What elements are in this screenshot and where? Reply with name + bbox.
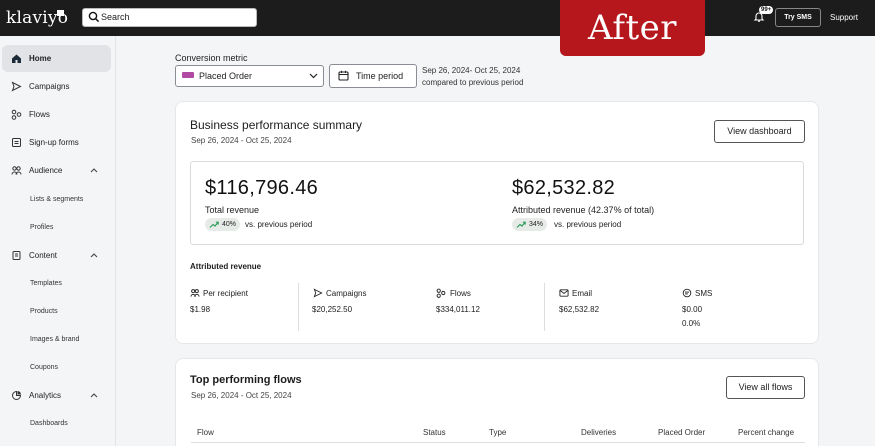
summary-title: Business performance summary: [190, 118, 363, 132]
total-revenue-change-badge: 40%: [205, 218, 241, 231]
people-icon: [190, 289, 200, 297]
send-icon: [11, 81, 22, 92]
per-recipient-value: $1.98: [190, 305, 211, 314]
email-value: $62,532.82: [559, 305, 600, 314]
conversion-metric-select[interactable]: [175, 65, 324, 87]
total-revenue-label: Total revenue: [205, 205, 260, 215]
content-icon: [12, 251, 21, 260]
total-revenue-vs: vs. previous period: [245, 220, 313, 229]
chevron-down-icon: [309, 73, 318, 79]
calendar-icon: [338, 70, 349, 81]
column-header-placed-order[interactable]: Placed Order: [658, 428, 706, 437]
flows-icon: [436, 288, 446, 298]
column-divider: [298, 283, 299, 331]
analytics-icon: [12, 390, 22, 400]
sidebar-item-label: Analytics: [29, 391, 62, 400]
email-label: Email: [572, 289, 593, 298]
summary-date: Sep 26, 2024 - Oct 25, 2024: [191, 136, 292, 145]
attributed-vs: vs. previous period: [554, 220, 622, 229]
campaigns-value: $20,252.50: [312, 305, 353, 314]
sms-icon: [682, 288, 692, 298]
form-icon: [12, 138, 21, 147]
campaigns-label: Campaigns: [326, 289, 367, 298]
sidebar-sub-profiles[interactable]: Profiles: [30, 224, 54, 231]
column-header-flow[interactable]: Flow: [197, 428, 214, 437]
metric-tag-icon: [182, 72, 194, 78]
metric-selected-value: Placed Order: [199, 71, 253, 81]
after-banner: After: [560, 0, 705, 56]
attributed-revenue-value: $62,532.82: [512, 177, 616, 199]
total-revenue-change: 40%: [222, 221, 237, 228]
sidebar-item-content[interactable]: Content: [2, 242, 111, 269]
column-header-percent-change[interactable]: Percent change: [738, 428, 795, 437]
sidebar-sub-dashboards[interactable]: Dashboards: [30, 420, 68, 427]
logo-flag-icon: [57, 10, 64, 16]
time-period-button[interactable]: [329, 64, 417, 88]
table-header-divider: [191, 442, 805, 443]
sidebar-item-home[interactable]: Home: [2, 45, 111, 72]
business-performance-card: [175, 101, 819, 344]
sidebar-item-label: Home: [29, 54, 52, 63]
sidebar-sub-templates[interactable]: Templates: [30, 280, 62, 287]
attributed-change: 34%: [529, 221, 544, 228]
sidebar-item-signup-forms[interactable]: Sign-up forms: [2, 129, 111, 156]
revenue-stats-box: [190, 161, 804, 245]
flows-date: Sep 26, 2024 - Oct 25, 2024: [191, 391, 292, 400]
trend-up-icon: [209, 221, 219, 228]
sidebar-item-campaigns[interactable]: Campaigns: [2, 73, 111, 100]
home-icon: [12, 54, 21, 63]
view-dashboard-button[interactable]: View dashboard: [714, 120, 805, 143]
total-revenue-value: $116,796.46: [205, 177, 319, 199]
column-header-deliveries[interactable]: Deliveries: [581, 428, 617, 437]
klaviyo-logo[interactable]: klaviyo: [6, 8, 69, 28]
support-link[interactable]: Support: [830, 13, 859, 22]
chevron-up-icon: [90, 168, 98, 173]
attributed-change-badge: 34%: [512, 218, 548, 231]
column-header-status[interactable]: Status: [423, 428, 446, 437]
sidebar-item-flows[interactable]: Flows: [2, 101, 111, 128]
sidebar: [0, 36, 116, 446]
people-icon: [11, 166, 22, 175]
sidebar-item-label: Content: [29, 251, 58, 260]
sms-percent: 0.0%: [682, 319, 701, 328]
attributed-revenue-label: Attributed revenue (42.37% of total): [512, 205, 655, 215]
search-icon: [88, 11, 100, 23]
flows-icon: [11, 109, 22, 120]
search-input[interactable]: [82, 8, 257, 27]
attributed-revenue-title: Attributed revenue: [190, 262, 262, 271]
time-period-label: Time period: [356, 71, 404, 81]
view-all-flows-button[interactable]: View all flows: [726, 376, 805, 399]
sidebar-item-label: Campaigns: [29, 82, 70, 91]
column-header-type[interactable]: Type: [489, 428, 507, 437]
sidebar-sub-coupons[interactable]: Coupons: [30, 364, 59, 371]
flows-value: $334,011.12: [436, 305, 480, 314]
top-flows-card: [175, 358, 819, 446]
search-placeholder: Search: [101, 12, 130, 22]
sidebar-sub-images-brand[interactable]: Images & brand: [30, 336, 80, 343]
sms-label: SMS: [695, 289, 713, 298]
sidebar-item-audience[interactable]: Audience: [2, 157, 111, 184]
chevron-up-icon: [90, 393, 98, 398]
column-divider: [544, 283, 545, 331]
sidebar-sub-lists-segments[interactable]: Lists & segments: [30, 196, 84, 203]
sidebar-item-label: Flows: [29, 110, 50, 119]
date-range-text: Sep 26, 2024- Oct 25, 2024: [422, 66, 521, 75]
sidebar-sub-products[interactable]: Products: [30, 308, 58, 315]
sidebar-item-label: Sign-up forms: [29, 138, 79, 147]
sidebar-item-analytics[interactable]: Analytics: [2, 382, 111, 409]
mail-icon: [559, 289, 569, 297]
trend-up-icon: [516, 221, 526, 228]
comparison-text: compared to previous period: [422, 78, 524, 87]
try-sms-button[interactable]: Try SMS: [775, 8, 821, 27]
sms-value: $0.00: [682, 305, 703, 314]
send-icon: [313, 288, 323, 298]
chevron-up-icon: [90, 253, 98, 258]
per-recipient-label: Per recipient: [203, 289, 248, 298]
conversion-metric-label: Conversion metric: [175, 53, 248, 63]
flows-label: Flows: [450, 289, 471, 298]
sidebar-item-label: Audience: [29, 166, 63, 175]
flows-title: Top performing flows: [190, 374, 302, 386]
notification-badge: 99+: [759, 6, 774, 14]
